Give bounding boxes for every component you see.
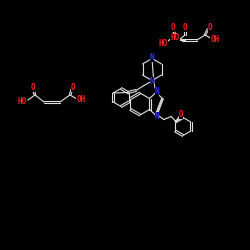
Text: OH: OH <box>210 36 220 44</box>
Text: HO: HO <box>170 34 179 42</box>
Text: O: O <box>71 82 75 92</box>
Text: HO: HO <box>158 38 168 48</box>
Text: N: N <box>155 87 159 96</box>
Text: O: O <box>183 22 187 32</box>
Text: HO: HO <box>18 96 26 106</box>
Text: N: N <box>150 77 154 86</box>
Text: OH: OH <box>76 94 86 104</box>
Text: O: O <box>179 110 183 119</box>
Text: O: O <box>171 22 175 32</box>
Text: N: N <box>150 53 154 62</box>
Text: O: O <box>31 82 35 92</box>
Text: N: N <box>155 112 159 121</box>
Text: O: O <box>208 24 212 32</box>
